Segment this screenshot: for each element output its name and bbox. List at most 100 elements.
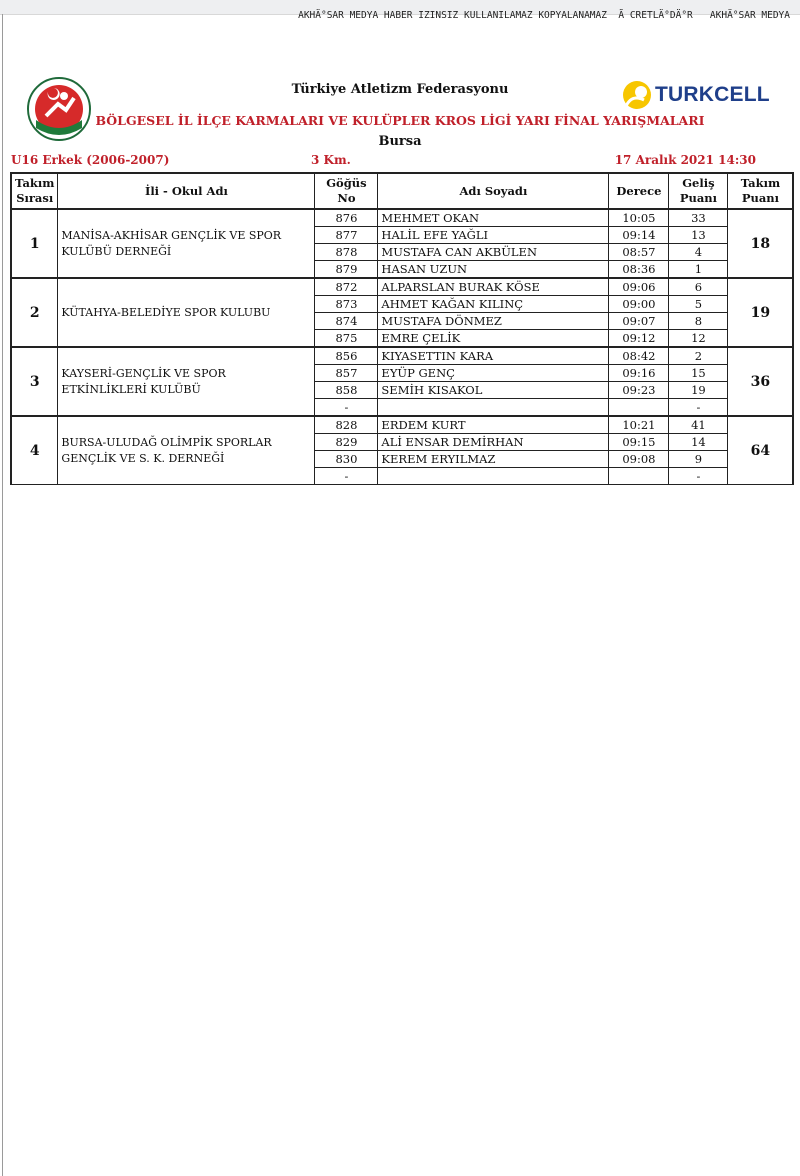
col-team-rank: Takım Sırası bbox=[10, 172, 59, 210]
table-row: -- bbox=[11, 398, 793, 417]
place-points: 33 bbox=[668, 208, 729, 227]
finish-time: 10:21 bbox=[608, 415, 670, 434]
bib-number: 876 bbox=[314, 208, 379, 227]
bib-number: 856 bbox=[314, 346, 379, 365]
finish-time: 09:00 bbox=[608, 295, 670, 313]
place-points: 5 bbox=[668, 295, 729, 313]
place-points: 12 bbox=[668, 329, 729, 348]
place-points: 8 bbox=[668, 312, 729, 330]
col-club-name: İli - Okul Adı bbox=[57, 172, 316, 210]
athlete-name: EYÜP GENÇ bbox=[377, 364, 610, 382]
date-time-label: 17 Aralık 2021 14:30 bbox=[614, 153, 756, 167]
turkcell-logo: TURKCELL bbox=[622, 80, 770, 110]
athlete-name: KIYASETTIN KARA bbox=[377, 346, 610, 365]
finish-time: 09:08 bbox=[608, 450, 670, 468]
bib-number: 873 bbox=[314, 295, 379, 313]
category-label: U16 Erkek (2006-2007) bbox=[11, 153, 170, 167]
finish-time: 09:12 bbox=[608, 329, 670, 348]
athlete-name: KEREM ERYILMAZ bbox=[377, 450, 610, 468]
place-points: - bbox=[668, 398, 729, 417]
bib-number: 874 bbox=[314, 312, 379, 330]
finish-time bbox=[608, 398, 670, 417]
athlete-name: MEHMET OKAN bbox=[377, 208, 610, 227]
col-team-points: Takım Puanı bbox=[727, 172, 795, 210]
event-city: Bursa bbox=[378, 134, 422, 149]
place-points: 41 bbox=[668, 415, 729, 434]
browser-top-bar bbox=[0, 0, 800, 15]
table-row: 878 MUSTAFA CAN AKBÜLEN 08:57 4 bbox=[11, 243, 793, 261]
page-left-border bbox=[2, 14, 3, 1176]
bib-number: 830 bbox=[314, 450, 379, 468]
team-points: 19 bbox=[727, 277, 795, 348]
place-points: 13 bbox=[668, 226, 729, 244]
club-name: MANİSA-AKHİSAR GENÇLİK VE SPOR KULÜBÜ DE… bbox=[57, 208, 316, 279]
federation-logo bbox=[27, 77, 91, 141]
bib-number: 878 bbox=[314, 243, 379, 261]
place-points: 14 bbox=[668, 433, 729, 451]
finish-time: 09:15 bbox=[608, 433, 670, 451]
club-name: BURSA-ULUDAĞ OLİMPİK SPORLAR GENÇLİK VE … bbox=[57, 415, 316, 485]
team-points: 64 bbox=[727, 415, 795, 485]
bib-number: 875 bbox=[314, 329, 379, 348]
event-title: BÖLGESEL İL İLÇE KARMALARI VE KULÜPLER K… bbox=[95, 113, 705, 128]
col-athlete-name: Adı Soyadı bbox=[377, 172, 610, 210]
club-name: KÜTAHYA-BELEDİYE SPOR KULUBU bbox=[57, 277, 316, 348]
finish-time: 09:23 bbox=[608, 381, 670, 399]
distance-label: 3 Km. bbox=[311, 153, 351, 167]
table-row: 857 EYÜP GENÇ 09:16 15 bbox=[11, 364, 793, 382]
place-points: 4 bbox=[668, 243, 729, 261]
table-row: 830 KEREM ERYILMAZ 09:08 9 bbox=[11, 450, 793, 468]
athlete-name bbox=[377, 467, 610, 485]
athlete-name: HASAN UZUN bbox=[377, 260, 610, 279]
federation-title: Türkiye Atletizm Federasyonu bbox=[291, 82, 509, 97]
table-row: 2 KÜTAHYA-BELEDİYE SPOR KULUBU 872 ALPARSLA… bbox=[10, 277, 795, 348]
athlete-name: AHMET KAĞAN KILINÇ bbox=[377, 295, 610, 313]
place-points: 9 bbox=[668, 450, 729, 468]
bib-number: 877 bbox=[314, 226, 379, 244]
place-points: 19 bbox=[668, 381, 729, 399]
place-points: - bbox=[668, 467, 729, 485]
finish-time: 09:14 bbox=[608, 226, 670, 244]
bib-number: - bbox=[314, 398, 379, 417]
bib-number: 829 bbox=[314, 433, 379, 451]
team-points: 36 bbox=[727, 346, 795, 417]
finish-time: 10:05 bbox=[608, 208, 670, 227]
col-time: Derece bbox=[608, 172, 670, 210]
finish-time bbox=[608, 467, 670, 485]
athlete-name: HALİL EFE YAĞLI bbox=[377, 226, 610, 244]
place-points: 2 bbox=[668, 346, 729, 365]
table-row: 875 EMRE ÇELİK 09:12 12 bbox=[11, 329, 793, 348]
watermark-text: AKHÄ°SAR MEDYA HABER IZINSIZ KULLANILAMA… bbox=[298, 10, 790, 21]
bib-number: 879 bbox=[314, 260, 379, 279]
team-rank: 1 bbox=[10, 208, 59, 279]
team-rank: 4 bbox=[10, 415, 59, 485]
turkcell-leaf-icon bbox=[623, 81, 651, 109]
bib-number: - bbox=[314, 467, 379, 485]
table-row: -- bbox=[11, 467, 793, 485]
athlete-name: ALPARSLAN BURAK KÖSE bbox=[377, 277, 610, 296]
table-row: 829 ALİ ENSAR DEMİRHAN 09:15 14 bbox=[11, 433, 793, 451]
athlete-name: MUSTAFA DÖNMEZ bbox=[377, 312, 610, 330]
finish-time: 09:16 bbox=[608, 364, 670, 382]
col-place-points: Geliş Puanı bbox=[668, 172, 729, 210]
club-name: KAYSERİ-GENÇLİK VE SPOR ETKİNLİKLERİ KUL… bbox=[57, 346, 316, 417]
bib-number: 828 bbox=[314, 415, 379, 434]
finish-time: 08:57 bbox=[608, 243, 670, 261]
table-row: 874 MUSTAFA DÖNMEZ 09:07 8 bbox=[11, 312, 793, 330]
finish-time: 08:36 bbox=[608, 260, 670, 279]
team-rank: 3 bbox=[10, 346, 59, 417]
finish-time: 08:42 bbox=[608, 346, 670, 365]
table-row: 4 BURSA-ULUDAĞ OLİMPİK SPORLAR GENÇLİK VE… bbox=[10, 415, 795, 485]
athlete-name: SEMİH KISAKOL bbox=[377, 381, 610, 399]
place-points: 1 bbox=[668, 260, 729, 279]
finish-time: 09:07 bbox=[608, 312, 670, 330]
table-row: 1 MANİSA-AKHİSAR GENÇLİK VE SPOR KULÜBÜ D… bbox=[10, 208, 795, 279]
col-bib-no: Göğüs No bbox=[314, 172, 379, 210]
bib-number: 857 bbox=[314, 364, 379, 382]
athlete-name: EMRE ÇELİK bbox=[377, 329, 610, 348]
table-row: 3 KAYSERİ-GENÇLİK VE SPOR ETKİNLİKLERİ KU… bbox=[10, 346, 795, 417]
athlete-name: MUSTAFA CAN AKBÜLEN bbox=[377, 243, 610, 261]
bib-number: 872 bbox=[314, 277, 379, 296]
place-points: 6 bbox=[668, 277, 729, 296]
table-row: 858 SEMİH KISAKOL 09:23 19 bbox=[11, 381, 793, 399]
